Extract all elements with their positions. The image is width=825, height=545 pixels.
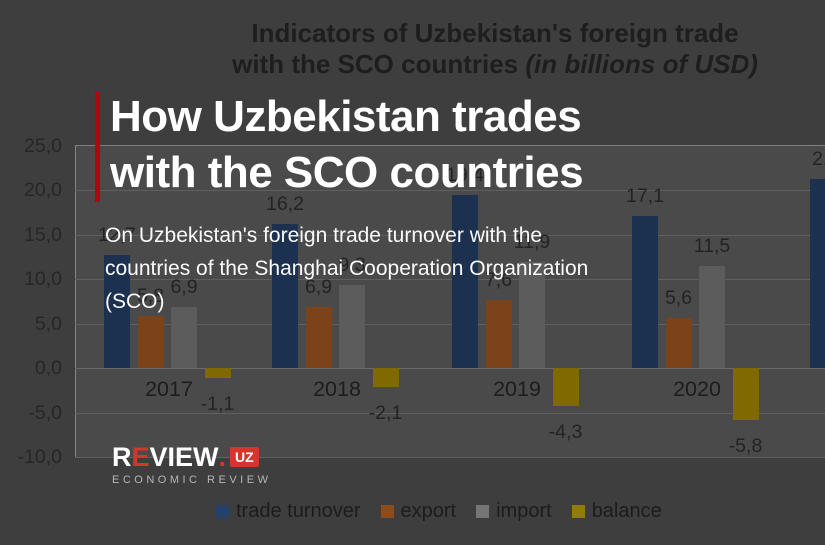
- legend-label: import: [496, 500, 552, 522]
- value-label: 11,5: [693, 234, 731, 257]
- legend-swatch: [380, 505, 394, 518]
- overlay-title-line1: How Uzbekistan trades: [110, 92, 582, 141]
- red-accent-bar: [95, 92, 100, 202]
- value-label: 9,3: [338, 254, 366, 277]
- y-axis-tick-label: 25,0: [24, 134, 62, 157]
- chart-title-line2: with the SCO countries (in billions of U…: [232, 49, 758, 79]
- value-label: 12,7: [98, 223, 136, 246]
- chart-title-line1: Indicators of Uzbekistan's foreign trade: [251, 18, 739, 48]
- y-axis-tick-label: 15,0: [24, 223, 62, 246]
- legend-item: trade turnover: [216, 500, 361, 523]
- bar-trade-turnover-2020: [632, 215, 658, 368]
- value-label: 11,9: [513, 231, 551, 254]
- subtitle-line: (SCO): [105, 290, 165, 313]
- legend: trade turnover export import balance: [216, 500, 662, 523]
- gridline: [75, 234, 825, 236]
- logo-letter-r: R: [112, 442, 132, 472]
- logo-wordmark: R E VIEW. UZ: [112, 442, 271, 472]
- subtitle-line: countries of the Shanghai Cooperation Or…: [105, 257, 589, 280]
- year-label: 2020: [673, 377, 721, 401]
- value-label: 17,1: [626, 184, 664, 207]
- logo-tagline: ECONOMIC REVIEW: [112, 474, 272, 486]
- bar-trade-turnover-2018: [272, 223, 298, 368]
- review-uz-logo: R E VIEW. UZ ECONOMIC REVIEW: [112, 442, 272, 487]
- y-axis-tick-label: 10,0: [24, 268, 62, 290]
- bar-trade-turnover-2019: [452, 195, 478, 368]
- value-label: 5,8: [136, 285, 165, 308]
- year-label: 2018: [313, 377, 361, 401]
- overlay-title-line2: with the SCO countries: [110, 148, 584, 197]
- logo-dot: .: [218, 442, 227, 472]
- logo-uz-badge: UZ: [230, 447, 259, 467]
- legend-swatch: [216, 505, 229, 518]
- value-label: 6,9: [304, 275, 333, 298]
- legend-item: import: [476, 500, 552, 523]
- bar-export-2019: [485, 300, 512, 368]
- legend-label: balance: [591, 500, 662, 522]
- bar-trade-turnover-2017: [104, 254, 130, 368]
- value-label: 16,2: [266, 192, 304, 215]
- bar-export-2018: [305, 306, 332, 368]
- gridline: [75, 323, 825, 325]
- logo-letter-e: E: [131, 442, 150, 472]
- value-label: 19,4: [446, 164, 484, 187]
- logo-view: VIEW: [149, 442, 219, 472]
- year-label: 2017: [145, 377, 193, 401]
- legend-item: balance: [571, 500, 662, 523]
- bar-import-2020: [699, 265, 725, 368]
- bar-import-2019: [519, 262, 545, 368]
- chart-title: Indicators of Uzbekistan's foreign trade…: [165, 18, 825, 80]
- legend-swatch: [476, 505, 490, 518]
- year-label: 2019: [493, 377, 541, 401]
- gridline: [75, 457, 825, 458]
- value-label: -5,8: [728, 434, 763, 457]
- y-axis-tick-label: 0,0: [34, 357, 62, 379]
- legend-swatch: [571, 505, 585, 518]
- bar-import-2018: [339, 285, 365, 368]
- bar-trade-turnover: [810, 179, 825, 368]
- bar-balance-2020: [732, 368, 759, 420]
- subtitle-line: On Uzbekistan's foreign trade turnover w…: [105, 224, 543, 247]
- bar-balance-2017: [204, 368, 231, 378]
- value-label: -4,3: [548, 421, 583, 444]
- legend-item: export: [380, 500, 457, 523]
- gridline: [75, 368, 825, 369]
- bar-balance-2019: [552, 368, 579, 407]
- overlay-subtitle: On Uzbekistan's foreign trade turnover w…: [105, 219, 588, 318]
- y-axis-tick-label: 5,0: [34, 312, 62, 335]
- bar-balance-2018: [372, 368, 399, 387]
- gridline: [75, 190, 825, 191]
- value-label: -1,1: [200, 392, 235, 415]
- y-axis-tick-label: -5,0: [28, 401, 62, 424]
- value-label: 21: [812, 148, 825, 171]
- value-label: 7,6: [484, 269, 513, 292]
- legend-label: export: [400, 500, 457, 522]
- legend-label: trade turnover: [236, 500, 361, 522]
- gridline: [75, 412, 825, 414]
- value-label: -2,1: [368, 401, 403, 424]
- bar-export-2020: [665, 318, 692, 368]
- y-axis-tick-label: -10,0: [17, 446, 62, 468]
- value-label: 5,6: [664, 287, 693, 310]
- gridline: [75, 279, 825, 280]
- bar-export-2017: [137, 316, 164, 368]
- value-label: 6,9: [170, 275, 198, 298]
- chart-title-units: (in billions of USD): [525, 49, 758, 79]
- y-axis-tick-label: 20,0: [24, 179, 62, 201]
- bar-import-2017: [171, 306, 197, 368]
